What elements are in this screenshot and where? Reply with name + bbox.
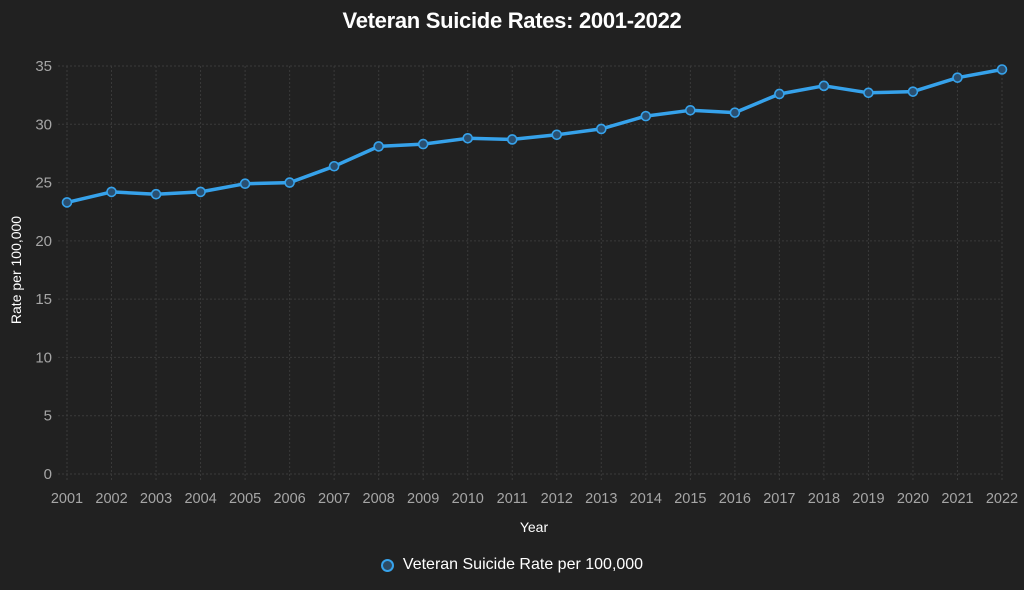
x-tick-label: 2019 bbox=[852, 491, 884, 507]
x-tick-label: 2009 bbox=[407, 491, 439, 507]
data-point[interactable] bbox=[373, 141, 384, 152]
legend-label[interactable]: Veteran Suicide Rate per 100,000 bbox=[402, 556, 644, 573]
data-point[interactable] bbox=[774, 88, 785, 100]
y-tick-label: 5 bbox=[44, 408, 52, 425]
x-tick-label: 2012 bbox=[541, 491, 573, 507]
grid-lines bbox=[58, 65, 1003, 482]
data-point[interactable] bbox=[462, 132, 474, 144]
x-tick-label: 2015 bbox=[674, 491, 706, 507]
x-tick-label: 2007 bbox=[318, 491, 350, 507]
x-tick-label: 2016 bbox=[719, 491, 751, 507]
data-point[interactable] bbox=[907, 86, 919, 97]
data-point[interactable] bbox=[863, 87, 874, 99]
x-tick-label: 2004 bbox=[184, 491, 216, 507]
x-tick-label: 2003 bbox=[140, 491, 172, 507]
data-point[interactable] bbox=[195, 186, 206, 198]
data-point[interactable] bbox=[328, 160, 340, 172]
data-point[interactable] bbox=[640, 110, 652, 122]
data-point[interactable] bbox=[106, 186, 117, 198]
y-axis-label: Rate per 100,000 bbox=[8, 216, 24, 324]
data-point[interactable] bbox=[595, 123, 607, 135]
x-axis-ticks: 2001 2002 2003 2004 2005 2006 2007 2008 2009 2010… bbox=[51, 491, 1018, 507]
x-tick-label: 2022 bbox=[986, 491, 1018, 507]
x-tick-label: 2018 bbox=[808, 491, 840, 507]
data-point[interactable] bbox=[729, 107, 741, 118]
chart-title: Veteran Suicide Rates: 2001-2022 bbox=[342, 8, 682, 33]
data-point[interactable] bbox=[506, 134, 518, 145]
x-tick-label: 2001 bbox=[51, 491, 83, 507]
data-point[interactable] bbox=[952, 72, 963, 83]
x-tick-label: 2005 bbox=[229, 491, 261, 507]
data-point[interactable] bbox=[284, 177, 295, 188]
data-point[interactable] bbox=[685, 104, 696, 116]
x-tick-label: 2021 bbox=[941, 491, 973, 507]
legend-swatch-icon bbox=[380, 558, 394, 572]
y-tick-label: 0 bbox=[44, 466, 52, 483]
data-point[interactable] bbox=[818, 80, 830, 92]
y-axis-ticks: 0 5 10 15 20 25 30 35 bbox=[35, 58, 52, 483]
x-tick-label: 2013 bbox=[585, 491, 617, 507]
data-point[interactable] bbox=[239, 178, 251, 190]
x-tick-label: 2020 bbox=[897, 491, 929, 507]
y-tick-label: 10 bbox=[35, 349, 52, 366]
x-tick-label: 2002 bbox=[95, 491, 127, 507]
x-tick-label: 2008 bbox=[363, 491, 395, 507]
x-tick-label: 2011 bbox=[497, 491, 528, 507]
series-line bbox=[66, 67, 1003, 205]
data-points bbox=[61, 64, 1008, 208]
data-point[interactable] bbox=[417, 138, 429, 150]
legend[interactable]: Veteran Suicide Rate per 100,000 bbox=[0, 556, 1024, 574]
x-axis-label: Year bbox=[520, 519, 549, 535]
y-tick-label: 35 bbox=[35, 58, 52, 75]
data-point[interactable] bbox=[150, 188, 162, 200]
y-tick-label: 20 bbox=[35, 233, 52, 250]
y-tick-label: 30 bbox=[35, 116, 52, 133]
x-tick-label: 2014 bbox=[630, 491, 662, 507]
data-point[interactable] bbox=[551, 129, 563, 141]
x-tick-label: 2006 bbox=[273, 491, 305, 507]
data-point[interactable] bbox=[996, 64, 1008, 75]
x-tick-label: 2017 bbox=[763, 491, 795, 507]
data-point[interactable] bbox=[61, 197, 73, 208]
y-tick-label: 15 bbox=[35, 291, 52, 308]
y-tick-label: 25 bbox=[35, 175, 52, 192]
x-tick-label: 2010 bbox=[452, 491, 484, 507]
